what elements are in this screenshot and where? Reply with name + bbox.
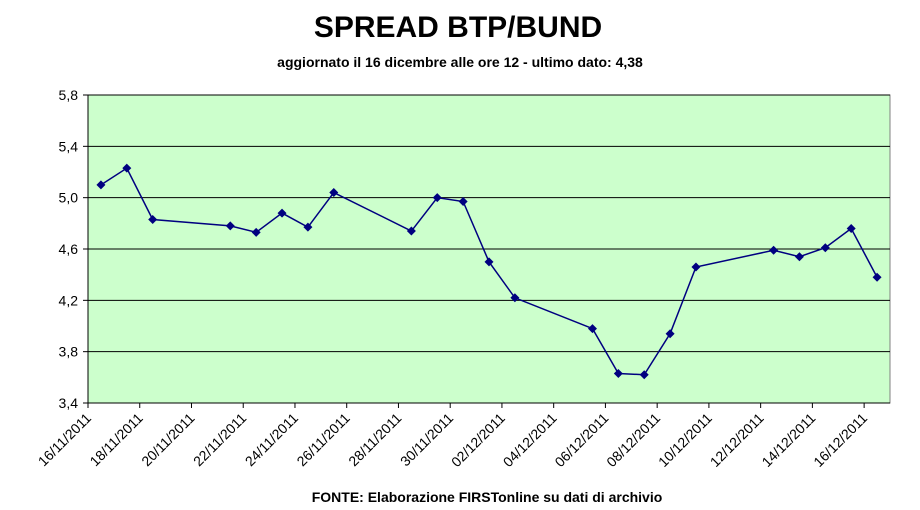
x-tick-label: 02/12/2011 [448, 410, 508, 470]
x-tick-label: 18/11/2011 [86, 410, 146, 470]
data-point [406, 226, 416, 236]
x-tick-label: 08/12/2011 [603, 410, 663, 470]
data-point [122, 163, 132, 173]
y-tick-label: 4,6 [59, 241, 79, 257]
data-point [251, 227, 261, 237]
data-point [846, 223, 856, 233]
data-point [665, 329, 675, 339]
y-tick-label: 5,4 [59, 138, 79, 154]
data-point [691, 262, 701, 272]
x-tick-label: 30/11/2011 [397, 410, 457, 470]
y-tick-label: 5,8 [59, 87, 79, 103]
y-tick-label: 5,0 [59, 190, 79, 206]
data-point [820, 243, 830, 253]
x-tick-label: 22/11/2011 [190, 410, 250, 470]
x-tick-label: 24/11/2011 [242, 410, 302, 470]
data-point [96, 180, 106, 190]
data-point [432, 193, 442, 203]
y-tick-label: 3,8 [59, 344, 79, 360]
data-point [329, 188, 339, 198]
data-point [510, 293, 520, 303]
data-point [587, 324, 597, 334]
data-point [148, 214, 158, 224]
x-tick-label: 20/11/2011 [138, 410, 198, 470]
x-tick-label: 10/12/2011 [655, 410, 715, 470]
x-tick-label: 06/12/2011 [551, 410, 611, 470]
chart-title: SPREAD BTP/BUND [314, 11, 602, 44]
data-point [769, 245, 779, 255]
chart-subtitle: aggiornato il 16 dicembre alle ore 12 - … [277, 54, 643, 70]
data-point [639, 370, 649, 380]
y-tick-label: 4,2 [59, 292, 79, 308]
data-point [303, 222, 313, 232]
x-tick-label: 16/11/2011 [35, 410, 95, 470]
x-tick-label: 14/12/2011 [758, 410, 818, 470]
data-point [277, 208, 287, 218]
x-tick-label: 26/11/2011 [293, 410, 353, 470]
x-tick-label: 16/12/2011 [810, 410, 870, 470]
data-point [484, 257, 494, 267]
x-tick-label: 12/12/2011 [707, 410, 767, 470]
data-point [872, 272, 882, 282]
data-point [794, 252, 804, 262]
data-point [458, 197, 468, 207]
x-tick-label: 04/12/2011 [500, 410, 560, 470]
source-note: FONTE: Elaborazione FIRSTonline su dati … [312, 489, 663, 505]
data-point [613, 368, 623, 378]
x-tick-label: 28/11/2011 [345, 410, 405, 470]
y-tick-label: 3,4 [59, 395, 79, 411]
data-point [225, 221, 235, 231]
